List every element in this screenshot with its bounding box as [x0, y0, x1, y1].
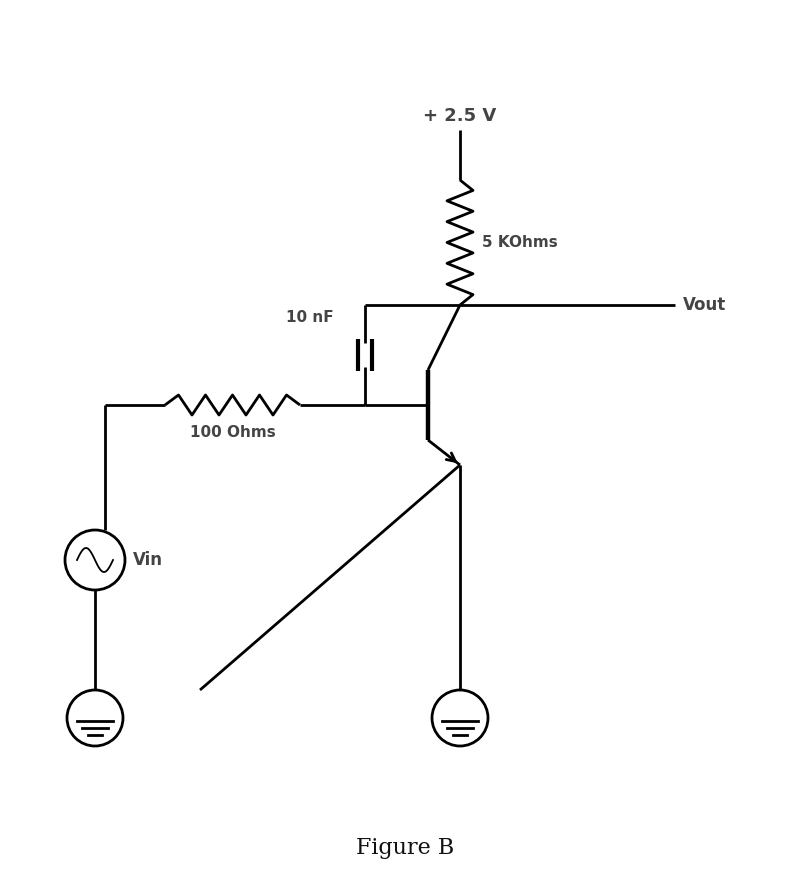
Text: 10 nF: 10 nF: [286, 310, 334, 325]
Text: Figure B: Figure B: [356, 837, 454, 859]
Text: Vout: Vout: [683, 296, 727, 314]
Text: 5 KOhms: 5 KOhms: [482, 235, 558, 250]
Text: + 2.5 V: + 2.5 V: [424, 107, 497, 125]
Text: Vin: Vin: [133, 551, 163, 569]
Text: 100 Ohms: 100 Ohms: [190, 425, 275, 440]
